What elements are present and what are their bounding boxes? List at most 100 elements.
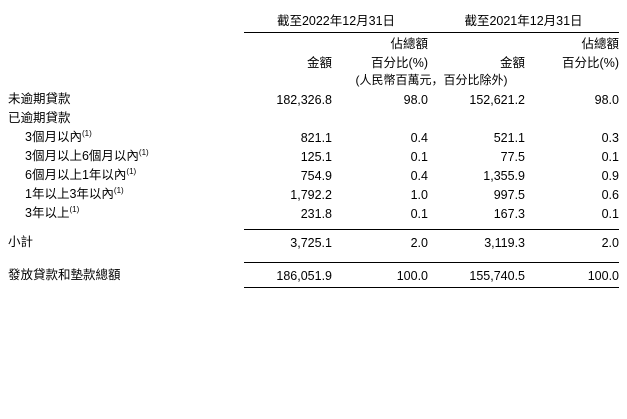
table-header-pct-label: 佔總額 佔總額 bbox=[8, 33, 619, 53]
table-row: 未逾期貸款 182,326.8 98.0 152,621.2 98.0 bbox=[8, 88, 619, 107]
spacer-before-subtotal-rule bbox=[8, 221, 619, 230]
subtotal-label: 小計 bbox=[8, 235, 34, 249]
loan-aging-table: 截至2022年12月31日 截至2021年12月31日 佔總額 佔總額 金額 百… bbox=[8, 10, 619, 288]
row-amount-2021: 997.5 bbox=[493, 188, 525, 202]
row-amount-2022: 1,792.2 bbox=[290, 188, 332, 202]
total-underline-spacer bbox=[8, 283, 244, 288]
total-underline-percent-2022 bbox=[332, 283, 428, 288]
unit-spacer bbox=[8, 71, 244, 88]
row-amount-2021: 521.1 bbox=[493, 131, 525, 145]
row-percent-2021: 0.1 bbox=[601, 207, 619, 221]
row-label-footnote: (1) bbox=[138, 147, 149, 157]
row-percent-2021: 0.6 bbox=[601, 188, 619, 202]
row-percent-2022: 0.1 bbox=[410, 150, 428, 164]
row-label: 3個月以上6個月以內(1) bbox=[8, 145, 244, 164]
row-amount-2021 bbox=[428, 107, 525, 126]
row-amount-2022: 182,326.8 bbox=[276, 93, 332, 107]
row-percent-2022: 98.0 bbox=[403, 93, 428, 107]
row-amount-2022: 821.1 bbox=[300, 131, 332, 145]
row-label-footnote: (1) bbox=[126, 166, 137, 176]
subtotal-percent-2022: 2.0 bbox=[410, 236, 428, 250]
table-row: 3年以上(1) 231.8 0.1 167.3 0.1 bbox=[8, 202, 619, 221]
rule-amount-2022 bbox=[244, 229, 332, 231]
header-blank-1 bbox=[244, 33, 332, 53]
header-period-2022: 截至2022年12月31日 bbox=[244, 10, 428, 33]
row-label-text: 3個月以內 bbox=[25, 130, 82, 144]
row-label: 已逾期貸款 bbox=[8, 111, 71, 125]
total-amount-2021: 155,740.5 bbox=[469, 269, 525, 283]
total-row: 發放貸款和墊款總額 186,051.9 100.0 155,740.5 100.… bbox=[8, 264, 619, 283]
table-row: 3個月以上6個月以內(1) 125.1 0.1 77.5 0.1 bbox=[8, 145, 619, 164]
subtotal-percent-2021: 2.0 bbox=[601, 236, 619, 250]
table-row: 1年以上3年以內(1) 1,792.2 1.0 997.5 0.6 bbox=[8, 183, 619, 202]
total-rule-percent-2021 bbox=[525, 262, 619, 264]
row-label-text: 3個月以上6個月以內 bbox=[25, 149, 139, 163]
row-label-footnote: (1) bbox=[69, 204, 80, 214]
row-percent-2022: 1.0 bbox=[410, 188, 428, 202]
header-pct-of-total-2021: 佔總額 bbox=[581, 37, 619, 51]
rule-amount-2021 bbox=[428, 229, 525, 231]
subtotal-row: 小計 3,725.1 2.0 3,119.3 2.0 bbox=[8, 231, 619, 250]
total-rule bbox=[8, 262, 619, 264]
row-label-footnote: (1) bbox=[113, 185, 124, 195]
row-percent-2021: 0.1 bbox=[601, 150, 619, 164]
row-percent-2022: 0.4 bbox=[410, 169, 428, 183]
row-amount-2021: 1,355.9 bbox=[483, 169, 525, 183]
total-percent-2022: 100.0 bbox=[396, 269, 428, 283]
row-percent-2021 bbox=[525, 107, 619, 126]
header-amount-2022: 金額 bbox=[306, 56, 332, 70]
row-amount-2021: 77.5 bbox=[500, 150, 525, 164]
row-amount-2021: 152,621.2 bbox=[469, 93, 525, 107]
row-amount-2022: 231.8 bbox=[300, 207, 332, 221]
row-percent-2021: 0.9 bbox=[601, 169, 619, 183]
row-label: 未逾期貸款 bbox=[8, 92, 71, 106]
spacer-before-total-rule bbox=[8, 250, 619, 263]
row-percent-2022: 0.4 bbox=[410, 131, 428, 145]
row-percent-2021: 98.0 bbox=[594, 93, 619, 107]
total-rule-amount-2022 bbox=[244, 262, 332, 264]
total-percent-2021: 100.0 bbox=[587, 269, 619, 283]
header-blank-2 bbox=[428, 33, 525, 53]
header-spacer-2 bbox=[8, 33, 244, 53]
header-spacer-3 bbox=[8, 52, 244, 71]
header-percent-2021: 百分比(%) bbox=[562, 56, 619, 70]
row-label: 3年以上(1) bbox=[8, 202, 244, 221]
row-amount-2021: 167.3 bbox=[493, 207, 525, 221]
subtotal-amount-2021: 3,119.3 bbox=[484, 236, 525, 250]
total-label: 發放貸款和墊款總額 bbox=[8, 268, 121, 282]
header-percent-2022: 百分比(%) bbox=[371, 56, 428, 70]
row-label-text: 3年以上 bbox=[25, 206, 70, 220]
row-amount-2022 bbox=[244, 107, 332, 126]
row-amount-2022: 125.1 bbox=[300, 150, 332, 164]
row-label: 6個月以上1年以內(1) bbox=[8, 164, 244, 183]
header-period-2021: 截至2021年12月31日 bbox=[428, 10, 619, 33]
total-underline bbox=[8, 283, 619, 288]
table-row: 6個月以上1年以內(1) 754.9 0.4 1,355.9 0.9 bbox=[8, 164, 619, 183]
subtotal-rule bbox=[8, 229, 619, 231]
header-amount-2021: 金額 bbox=[499, 56, 525, 70]
row-amount-2022: 754.9 bbox=[300, 169, 332, 183]
table-header-dates: 截至2022年12月31日 截至2021年12月31日 bbox=[8, 10, 619, 33]
table-row: 已逾期貸款 bbox=[8, 107, 619, 126]
table-row: 3個月以內(1) 821.1 0.4 521.1 0.3 bbox=[8, 126, 619, 145]
row-label-text: 1年以上3年以內 bbox=[25, 187, 114, 201]
total-rule-amount-2021 bbox=[428, 262, 525, 264]
rule-percent-2022 bbox=[332, 229, 428, 231]
row-percent-2022 bbox=[332, 107, 428, 126]
subtotal-amount-2022: 3,725.1 bbox=[290, 236, 332, 250]
row-label-text: 6個月以上1年以內 bbox=[25, 168, 127, 182]
row-label-footnote: (1) bbox=[81, 128, 92, 138]
row-label: 3個月以內(1) bbox=[8, 126, 244, 145]
row-percent-2022: 0.1 bbox=[410, 207, 428, 221]
header-spacer bbox=[8, 10, 244, 33]
total-underline-percent-2021 bbox=[525, 283, 619, 288]
header-pct-of-total-2022: 佔總額 bbox=[390, 37, 428, 51]
rule-percent-2021 bbox=[525, 229, 619, 231]
row-percent-2021: 0.3 bbox=[601, 131, 619, 145]
table-unit-note-row: (人民幣百萬元，百分比除外) bbox=[8, 71, 619, 88]
total-rule-percent-2022 bbox=[332, 262, 428, 264]
total-underline-amount-2021 bbox=[428, 283, 525, 288]
row-label: 1年以上3年以內(1) bbox=[8, 183, 244, 202]
table-header-columns: 金額 百分比(%) 金額 百分比(%) bbox=[8, 52, 619, 71]
